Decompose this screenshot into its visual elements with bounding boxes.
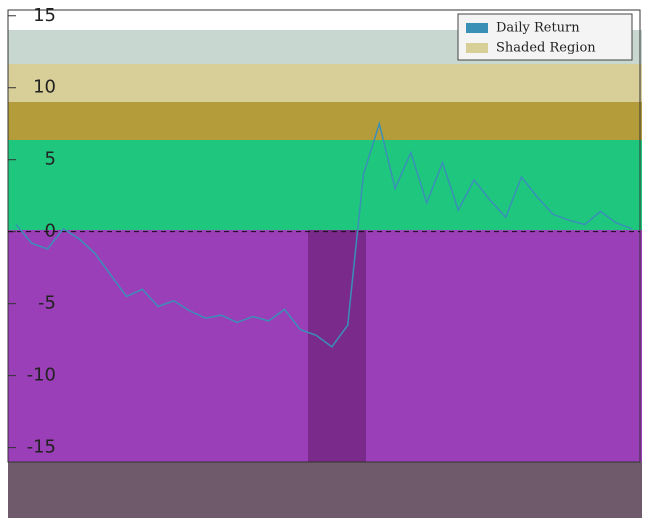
y-tick-label: 10 xyxy=(33,77,56,98)
legend-label: Shaded Region xyxy=(496,41,596,56)
plot-frame xyxy=(7,9,641,463)
y-tick-label: -15 xyxy=(27,437,56,458)
band xyxy=(8,140,642,230)
y-tick-label: -10 xyxy=(27,365,56,386)
y-tick-label: 15 xyxy=(33,5,56,26)
legend-swatch xyxy=(466,23,488,33)
y-tick-label: 5 xyxy=(45,149,56,170)
y-tick-label: 0 xyxy=(45,221,56,242)
y-tick-label: -5 xyxy=(38,293,56,314)
data-line xyxy=(15,120,633,348)
band xyxy=(8,462,642,518)
legend: Daily Return Shaded Region xyxy=(457,13,633,61)
band xyxy=(308,230,366,462)
band xyxy=(8,64,642,102)
legend-swatch xyxy=(466,43,488,53)
band xyxy=(8,102,642,140)
legend-label: Daily Return xyxy=(496,21,580,36)
